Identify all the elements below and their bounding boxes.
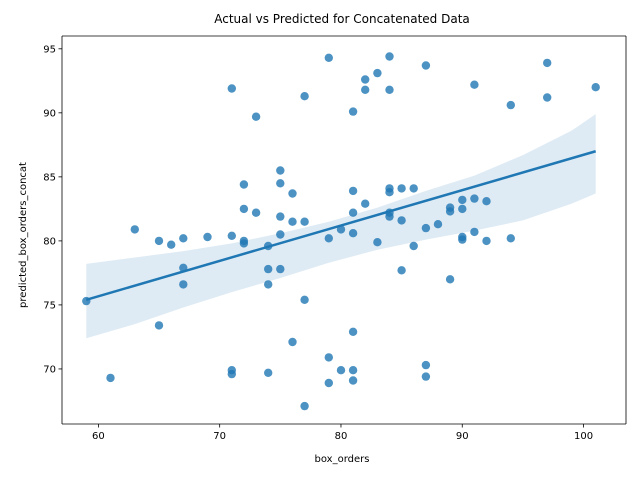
points-layer [82, 52, 600, 411]
data-point [288, 217, 297, 226]
axes-layer [61, 35, 627, 425]
data-point [348, 186, 358, 196]
data-point [385, 85, 394, 95]
data-point [324, 378, 333, 388]
data-point [361, 75, 370, 84]
data-point [130, 225, 139, 234]
data-point [373, 68, 382, 78]
data-point [543, 58, 552, 68]
data-point [397, 216, 406, 225]
data-point [421, 61, 431, 70]
data-point [276, 230, 285, 239]
data-point [239, 239, 249, 248]
x-tick-label: 100 [574, 431, 593, 442]
y-tick-label: 85 [43, 172, 56, 183]
data-point [251, 208, 261, 217]
data-point [154, 236, 164, 246]
data-point [276, 179, 285, 188]
data-point [397, 266, 406, 275]
data-point [276, 166, 285, 175]
x-axis-label: box_orders [315, 454, 370, 465]
data-point [506, 234, 515, 243]
data-point [397, 184, 406, 193]
data-point [300, 92, 309, 101]
data-point [506, 100, 515, 110]
ticks-layer: 60 70 80 90 100 70 75 80 85 90 95 [43, 44, 593, 442]
data-point [361, 199, 370, 208]
data-point [227, 84, 236, 93]
data-point [203, 232, 212, 242]
data-point [300, 295, 309, 304]
data-point [154, 321, 164, 330]
data-point [324, 53, 333, 62]
data-point [288, 189, 297, 198]
data-point [385, 52, 394, 61]
data-point [348, 107, 358, 116]
data-point [385, 188, 394, 197]
data-point [470, 227, 479, 237]
y-tick-label: 70 [43, 364, 56, 375]
y-tick-label: 95 [43, 44, 56, 55]
data-point [348, 376, 358, 385]
data-point [264, 280, 273, 289]
chart-title: Actual vs Predicted for Concatenated Dat… [214, 12, 470, 26]
x-tick-label: 80 [335, 431, 348, 442]
data-point [482, 236, 491, 246]
regression-line [85, 150, 597, 301]
data-point [167, 240, 176, 249]
data-point [409, 184, 418, 193]
data-point [385, 212, 394, 221]
data-point [239, 180, 249, 189]
data-point [409, 241, 418, 251]
data-point [179, 234, 188, 243]
data-point [445, 275, 455, 284]
data-point [458, 235, 467, 244]
data-point [276, 264, 285, 274]
y-tick-label: 90 [43, 108, 56, 119]
data-point [227, 369, 236, 379]
data-point [421, 223, 431, 233]
data-point [470, 194, 479, 203]
data-point [458, 195, 467, 205]
y-tick-label: 75 [43, 300, 56, 311]
data-point [373, 238, 382, 247]
data-point [300, 217, 309, 226]
x-tick-label: 90 [456, 431, 469, 442]
data-point [348, 208, 358, 217]
x-tick-label: 70 [213, 431, 226, 442]
data-point [445, 207, 455, 216]
data-point [348, 229, 358, 238]
data-point [470, 80, 479, 89]
data-point [324, 353, 333, 362]
data-point [264, 368, 273, 377]
data-point [433, 220, 443, 229]
data-point [276, 212, 285, 221]
y-axis-label: predicted_box_orders_concat [18, 162, 29, 308]
data-point [324, 234, 333, 243]
data-point [106, 373, 115, 383]
x-tick-label: 60 [92, 431, 105, 442]
data-point [421, 372, 431, 381]
data-point [361, 85, 370, 95]
data-point [227, 231, 236, 240]
data-point [348, 366, 358, 375]
data-point [336, 366, 346, 375]
data-point [251, 112, 261, 121]
y-tick-label: 80 [43, 236, 56, 247]
regression-line-layer [85, 150, 597, 301]
data-point [458, 204, 467, 214]
data-point [300, 401, 309, 411]
data-point [288, 337, 297, 347]
data-point [348, 327, 358, 336]
data-point [421, 360, 431, 370]
data-point [482, 197, 491, 206]
data-point [264, 264, 273, 274]
data-point [179, 280, 188, 289]
data-point [239, 204, 249, 214]
data-point [591, 83, 600, 92]
data-point [543, 93, 552, 102]
